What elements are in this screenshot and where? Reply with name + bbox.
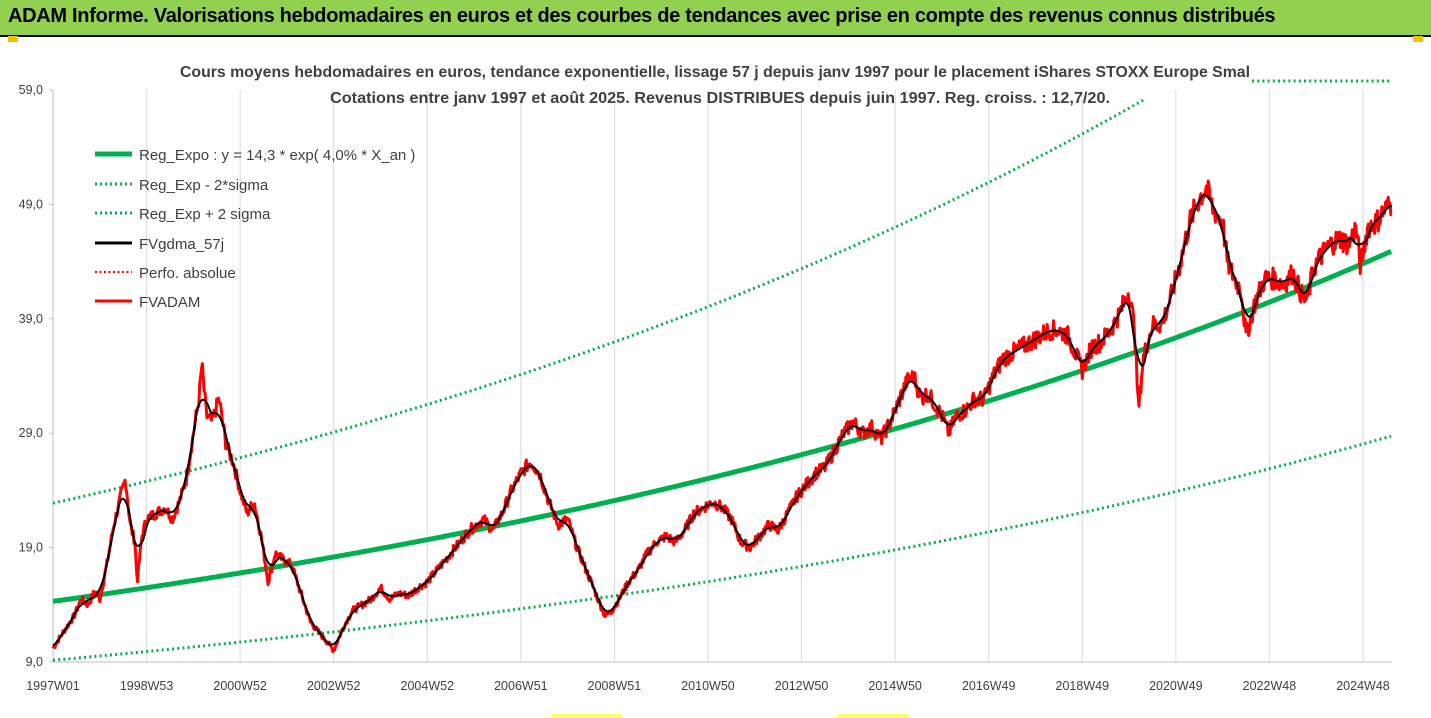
legend-label-fvgdma: FVgdma_57j [139, 236, 224, 253]
legend-item-fvgdma: FVgdma_57j [95, 236, 224, 253]
x-tick-label: 1998W53 [120, 679, 174, 693]
x-tick-label: 2008W51 [588, 679, 642, 693]
x-tick-label: 2018W49 [1056, 679, 1110, 693]
chart-legend: Reg_Expo : y = 14,3 * exp( 4,0% * X_an )… [95, 147, 415, 311]
x-tick-label: 2020W49 [1149, 679, 1203, 693]
legend-item-reg-exp-plus: Reg_Exp + 2 sigma [95, 206, 271, 223]
legend-label-reg-expo: Reg_Expo : y = 14,3 * exp( 4,0% * X_an ) [139, 147, 415, 164]
x-tick-label: 2012W50 [775, 679, 829, 693]
series-fvgdma [52, 194, 1393, 647]
corner-mark-left [8, 36, 18, 42]
legend-item-reg-exp-minus: Reg_Exp - 2*sigma [95, 177, 269, 194]
y-tick-label: 19,0 [19, 541, 43, 555]
header-banner: ADAM Informe. Valorisations hebdomadaire… [0, 0, 1431, 37]
chart-subtitle: Cotations entre janv 1997 et août 2025. … [330, 90, 1110, 107]
x-tick-label: 2010W50 [681, 679, 735, 693]
x-tick-label: 2014W50 [868, 679, 922, 693]
series-fvadam [51, 179, 1393, 654]
bottom-mark-right [838, 714, 908, 718]
x-tick-label: 2002W52 [307, 679, 361, 693]
legend-item-fvadam: FVADAM [95, 294, 200, 311]
y-tick-label: 9,0 [26, 655, 43, 669]
legend-label-perfo: Perfo. absolue [139, 265, 236, 282]
x-tick-label: 2006W51 [494, 679, 548, 693]
chart-title: Cours moyens hebdomadaires en euros, ten… [180, 64, 1250, 81]
series-reg-exp-plus [52, 97, 1147, 505]
report-title: ADAM Informe. Valorisations hebdomadaire… [8, 5, 1276, 27]
corner-mark-right [1413, 36, 1423, 42]
legend-item-reg-expo: Reg_Expo : y = 14,3 * exp( 4,0% * X_an ) [95, 147, 415, 164]
x-tick-labels: 1997W01 1998W53 2000W52 2002W52 2004W52 2006W… [26, 679, 1390, 693]
x-tick-label: 2000W52 [213, 679, 267, 693]
y-tick-label: 39,0 [19, 312, 43, 326]
x-tick-label: 2004W52 [401, 679, 455, 693]
bottom-mark-left [552, 714, 622, 718]
y-tick-label: 59,0 [19, 83, 43, 97]
x-tick-label: 1997W01 [26, 679, 80, 693]
x-tick-label: 2024W48 [1336, 679, 1390, 693]
y-tick-label: 49,0 [19, 197, 43, 211]
legend-item-perfo: Perfo. absolue [95, 265, 236, 282]
chart-gridlines [49, 89, 1364, 663]
x-tick-label: 2016W49 [962, 679, 1016, 693]
series-reg-expo [52, 249, 1393, 604]
legend-label-reg-exp-plus: Reg_Exp + 2 sigma [139, 206, 271, 223]
y-tick-label: 29,0 [19, 426, 43, 440]
series-lines [51, 79, 1393, 662]
series-reg-exp-minus [52, 434, 1392, 662]
x-tick-label: 2022W48 [1243, 679, 1297, 693]
y-tick-labels: 9,0 19,0 29,0 39,0 49,0 59,0 [19, 83, 43, 669]
legend-label-reg-exp-minus: Reg_Exp - 2*sigma [139, 177, 269, 194]
legend-label-fvadam: FVADAM [139, 294, 200, 311]
line-chart: 9,0 19,0 29,0 39,0 49,0 59,0 1997W01 1998W53 20… [19, 64, 1393, 693]
chart-axes [52, 90, 1392, 663]
